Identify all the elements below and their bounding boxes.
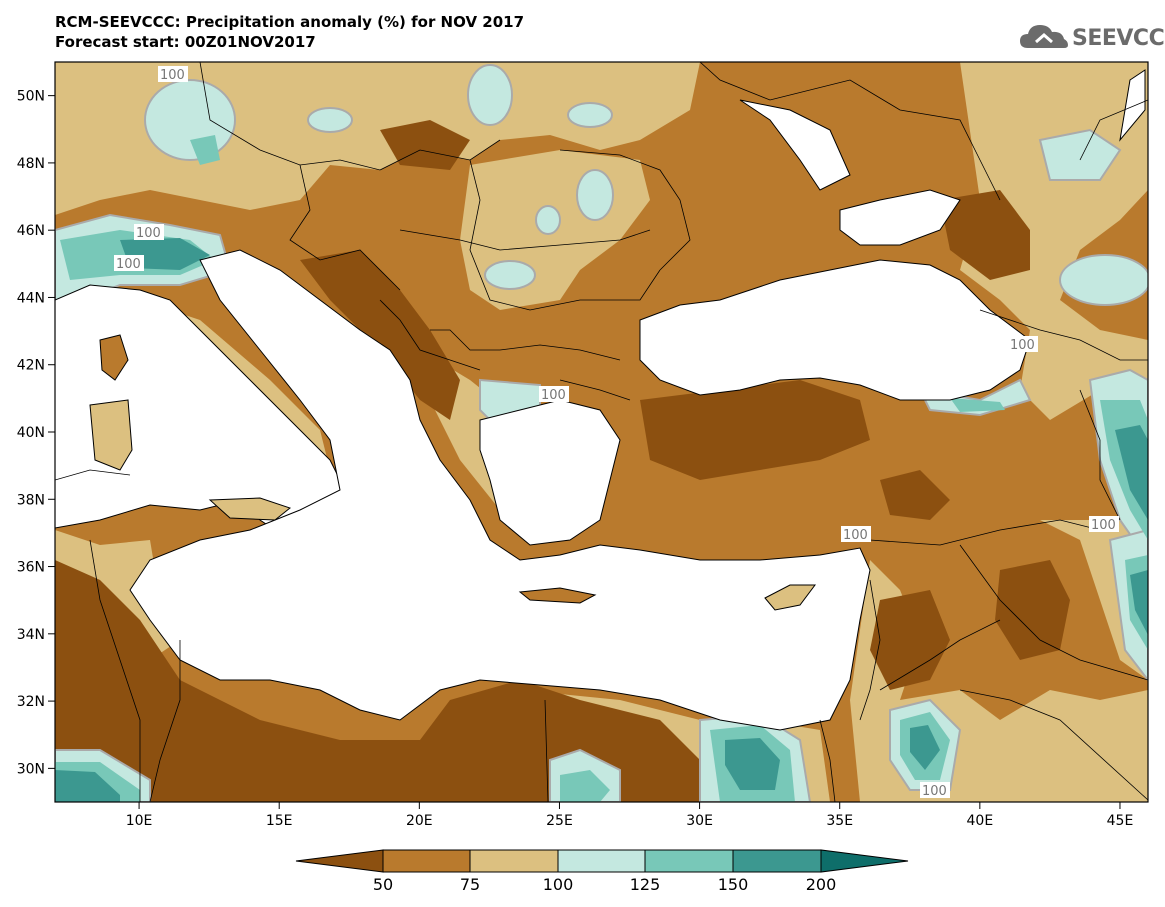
contour-label: 100 [541,388,566,403]
y-tick-label: 48N [17,156,45,172]
x-tick-label: 20E [406,813,433,829]
sea-areas [55,69,1146,731]
y-tick-label: 34N [17,627,45,643]
seevccc-logo: SEEVCCC [1018,20,1165,54]
colorbar-left-triangle [295,849,384,873]
colorbar-label: 100 [543,875,574,894]
country-borders [55,62,1148,802]
y-tick-label: 46N [17,223,45,239]
colorbar-right-triangle [820,849,909,873]
y-tick-label: 32N [17,694,45,710]
y-tick-label: 50N [17,89,45,105]
y-tick-label: 40N [17,425,45,441]
contour-label: 100 [1091,518,1116,533]
contour-label: 100 [160,68,185,83]
contour-label: 100 [843,528,868,543]
y-tick-label: 30N [17,761,45,777]
x-tick-label: 10E [126,813,153,829]
very-wet-regions [55,238,1148,802]
colorbar-label: 200 [806,875,837,894]
contour-label: 100 [922,784,947,799]
map-subtitle: Forecast start: 00Z01NOV2017 [55,33,316,51]
x-axis: 10E 15E 20E 25E 30E 35E 40E 45E [126,802,1134,829]
x-tick-label: 15E [266,813,293,829]
x-tick-label: 45E [1107,813,1134,829]
colorbar-segment [644,849,734,873]
colorbar: 50 75 100 125 150 200 [295,849,909,894]
colorbar-segment [557,849,646,873]
colorbar-label: 150 [718,875,749,894]
y-tick-label: 44N [17,290,45,306]
x-tick-label: 25E [546,813,573,829]
colorbar-label: 125 [630,875,661,894]
colorbar-segment [732,849,822,873]
contour-labels: 100 100 100 100 100 100 100 100 [114,66,1119,799]
islands [89,334,816,611]
colorbar-segment [469,849,559,873]
colorbar-segment [382,849,471,873]
x-tick-label: 35E [826,813,853,829]
map-plot-area: 100 100 100 100 100 100 100 100 [55,62,1148,802]
map-title: RCM-SEEVCCC: Precipitation anomaly (%) f… [55,13,525,31]
logo-text: SEEVCCC [1072,26,1165,51]
very-dry-regions [55,120,1070,802]
colorbar-label: 50 [373,875,393,894]
cloud-icon [1020,25,1068,48]
y-tick-label: 36N [17,560,45,576]
y-axis: 50N 48N 46N 44N 42N 40N 38N 36N 34N 32N 30N [17,89,55,777]
x-tick-label: 40E [967,813,994,829]
colorbar-label: 75 [460,875,480,894]
y-tick-label: 38N [17,492,45,508]
contour-label: 100 [1010,338,1035,353]
y-tick-label: 42N [17,358,45,374]
contour-label: 100 [116,257,141,272]
x-tick-label: 30E [686,813,713,829]
contour-label: 100 [136,226,161,241]
